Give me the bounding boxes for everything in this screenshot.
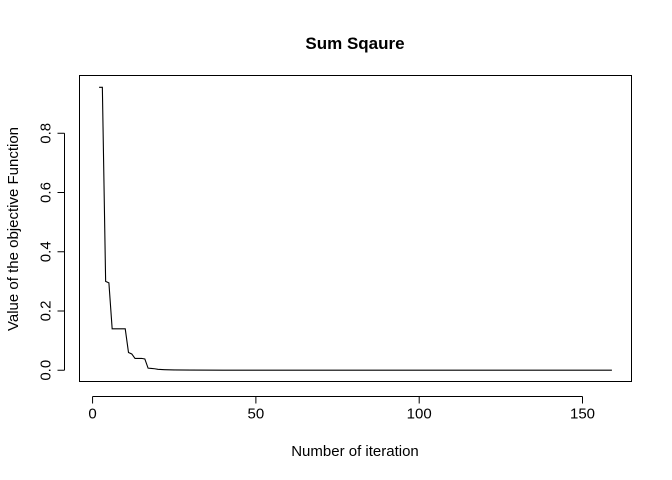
plot-frame <box>79 75 632 382</box>
y-axis: 0.0 0.2 0.4 0.6 0.8 <box>38 123 65 381</box>
y-axis-label: Value of the objective Function <box>5 127 22 331</box>
x-tick-label: 50 <box>248 406 265 423</box>
y-tick-label: 0.8 <box>38 123 55 144</box>
y-tick-label: 0.2 <box>38 301 55 322</box>
y-tick-label: 0.0 <box>38 360 55 381</box>
y-tick-label: 0.6 <box>38 182 55 203</box>
chart-title: Sum Sqaure <box>305 34 404 53</box>
x-tick-label: 150 <box>570 406 595 423</box>
x-axis-label: Number of iteration <box>291 443 419 460</box>
x-axis: 0 50 100 150 <box>88 396 595 423</box>
y-tick-label: 0.4 <box>38 241 55 262</box>
series-line-objective-function <box>99 86 612 371</box>
x-tick-label: 0 <box>88 406 96 423</box>
x-tick-label: 100 <box>407 406 432 423</box>
